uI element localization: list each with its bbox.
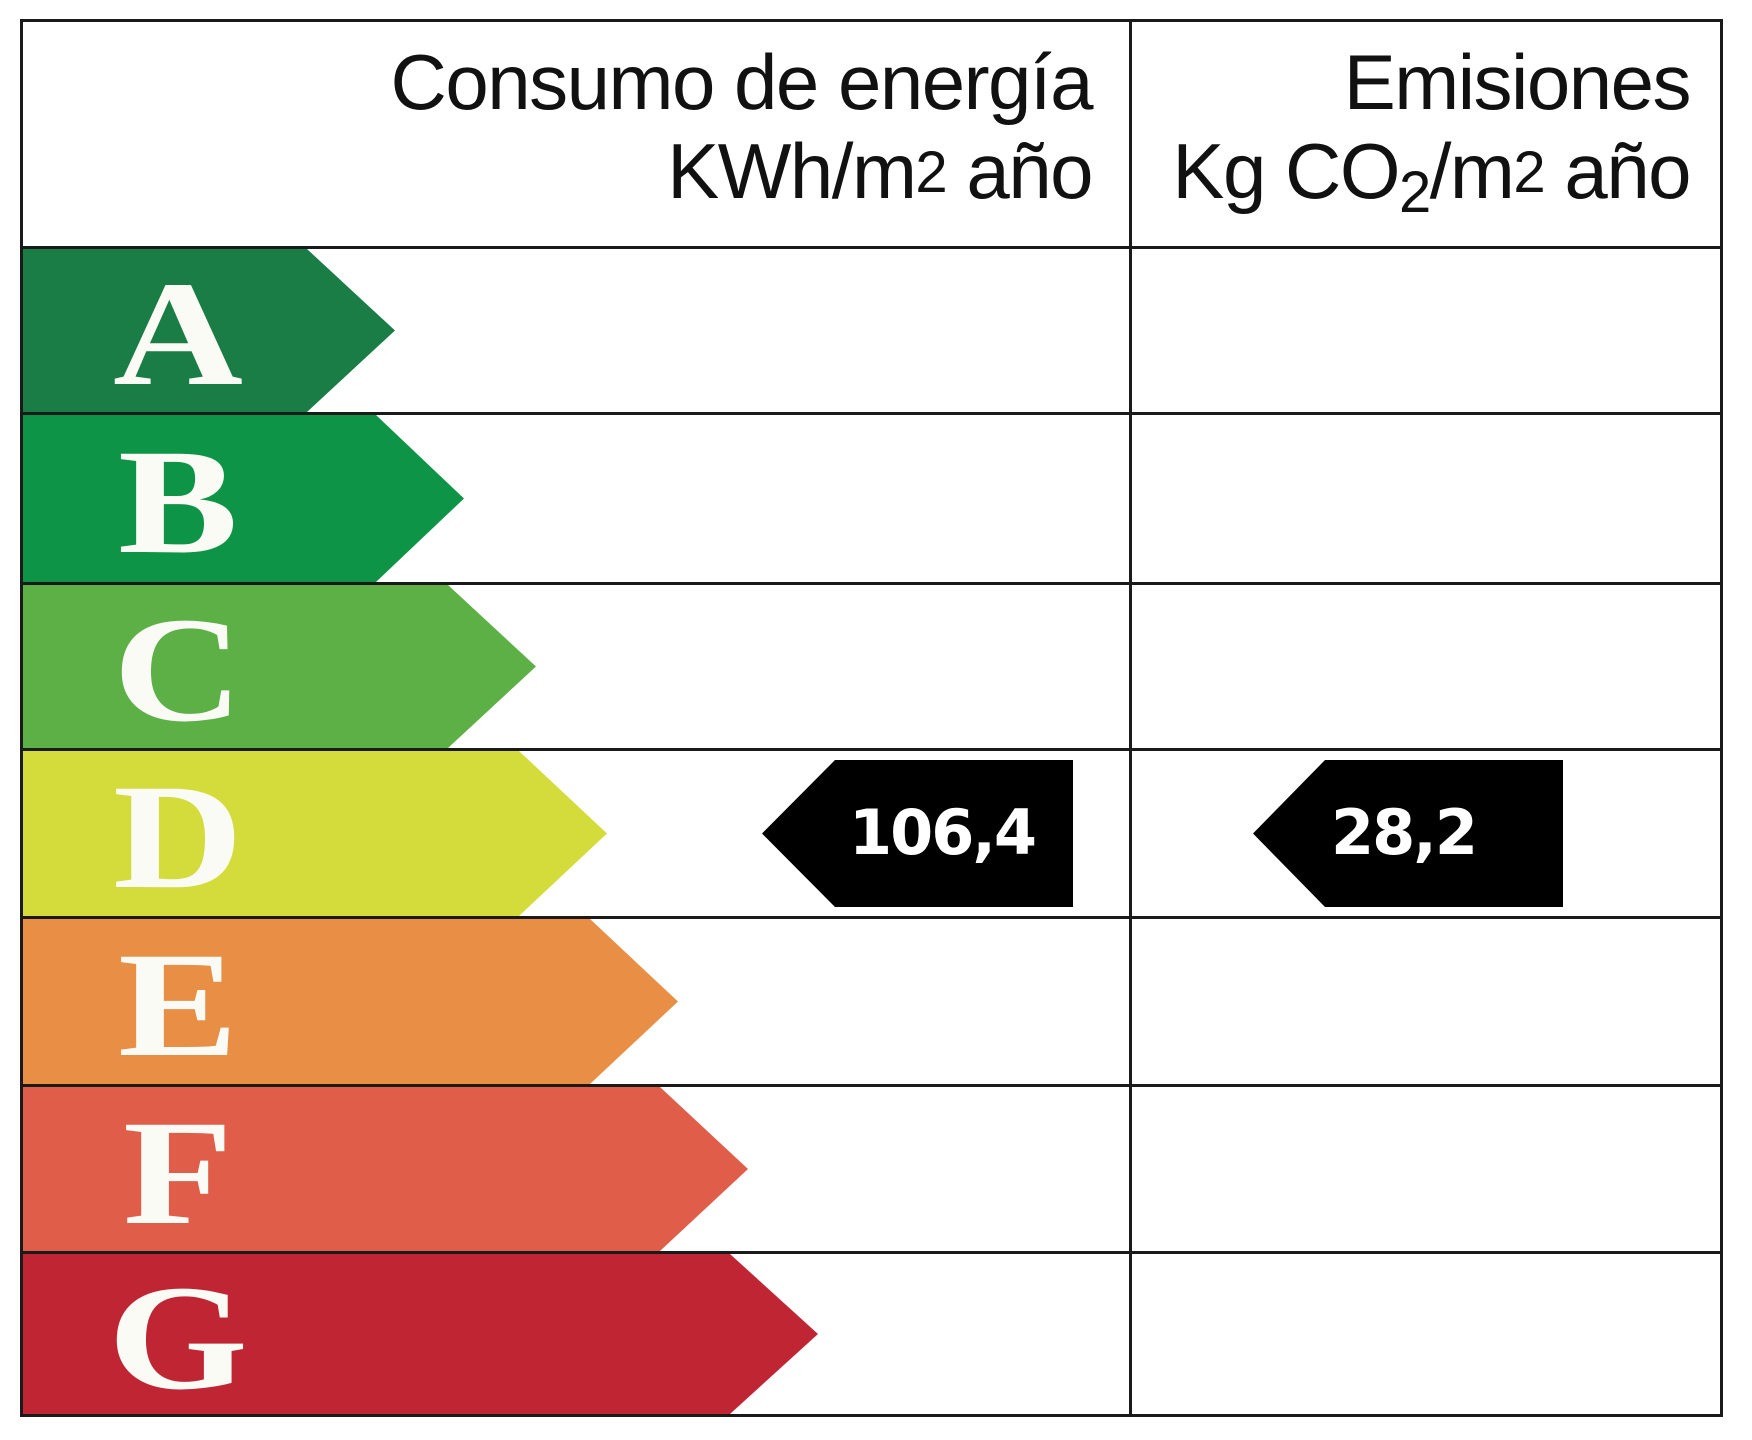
energy-value: 106,4 xyxy=(848,796,1037,869)
unit-text-suffix: año xyxy=(946,127,1093,215)
row-divider-d-e xyxy=(20,916,1723,919)
rating-letter-c: C xyxy=(112,587,243,753)
rating-letter-f: F xyxy=(123,1090,233,1256)
unit-text: KWh/m xyxy=(667,127,917,215)
arrow-shape xyxy=(23,585,536,748)
badge-arrow-shape xyxy=(1253,760,1563,907)
arrow-shape xyxy=(23,415,464,582)
row-divider-e-f xyxy=(20,1084,1723,1087)
rating-bar-d: D xyxy=(23,751,613,916)
rating-bar-e: E xyxy=(23,919,683,1084)
rating-bar-f: F xyxy=(23,1087,753,1251)
rating-bar-b: B xyxy=(23,415,473,582)
emissions-header-unit: Kg CO2/m2 año xyxy=(1172,132,1691,222)
energy-label-table xyxy=(20,19,1723,1417)
rating-letter-e: E xyxy=(117,922,239,1088)
rating-bar-c: C xyxy=(23,585,543,748)
emissions-value: 28,2 xyxy=(1331,796,1478,869)
rating-letter-b: B xyxy=(117,419,239,585)
arrow-shape xyxy=(23,1254,818,1414)
rating-letter-g: G xyxy=(107,1255,249,1421)
emissions-value-badge: 28,2 xyxy=(1253,760,1563,907)
header-divider xyxy=(20,246,1723,249)
row-divider-b-c xyxy=(20,582,1723,585)
unit-text-suffix: año xyxy=(1544,127,1691,215)
energy-column-header: Consumo de energía KWh/m2 año xyxy=(332,0,1094,248)
unit-subscript: 2 xyxy=(1399,160,1431,225)
rating-letter-d: D xyxy=(112,754,243,920)
unit-superscript: 2 xyxy=(1513,140,1545,205)
unit-text-mid: /m xyxy=(1429,127,1515,215)
unit-text: Kg CO xyxy=(1172,127,1400,215)
energy-value-badge: 106,4 xyxy=(762,760,1073,907)
badge-arrow-shape xyxy=(762,760,1073,907)
energy-header-title: Consumo de energía xyxy=(390,38,1094,126)
row-divider-f-g xyxy=(20,1251,1723,1254)
arrow-shape xyxy=(23,919,678,1084)
row-divider-a-b xyxy=(20,412,1723,415)
unit-superscript: 2 xyxy=(915,140,947,205)
rating-bar-g: G xyxy=(23,1254,823,1414)
row-divider-c-d xyxy=(20,748,1723,751)
rating-bar-a: A xyxy=(23,249,403,412)
column-divider xyxy=(1129,19,1132,1417)
arrow-shape xyxy=(23,249,395,412)
arrow-shape xyxy=(23,751,607,916)
emissions-header-title: Emisiones xyxy=(1343,38,1692,126)
energy-header-unit: KWh/m2 año xyxy=(667,132,1093,210)
rating-letter-a: A xyxy=(112,251,243,417)
arrow-shape xyxy=(23,1087,748,1251)
emissions-column-header: Emisiones Kg CO2/m2 año xyxy=(1130,0,1692,248)
